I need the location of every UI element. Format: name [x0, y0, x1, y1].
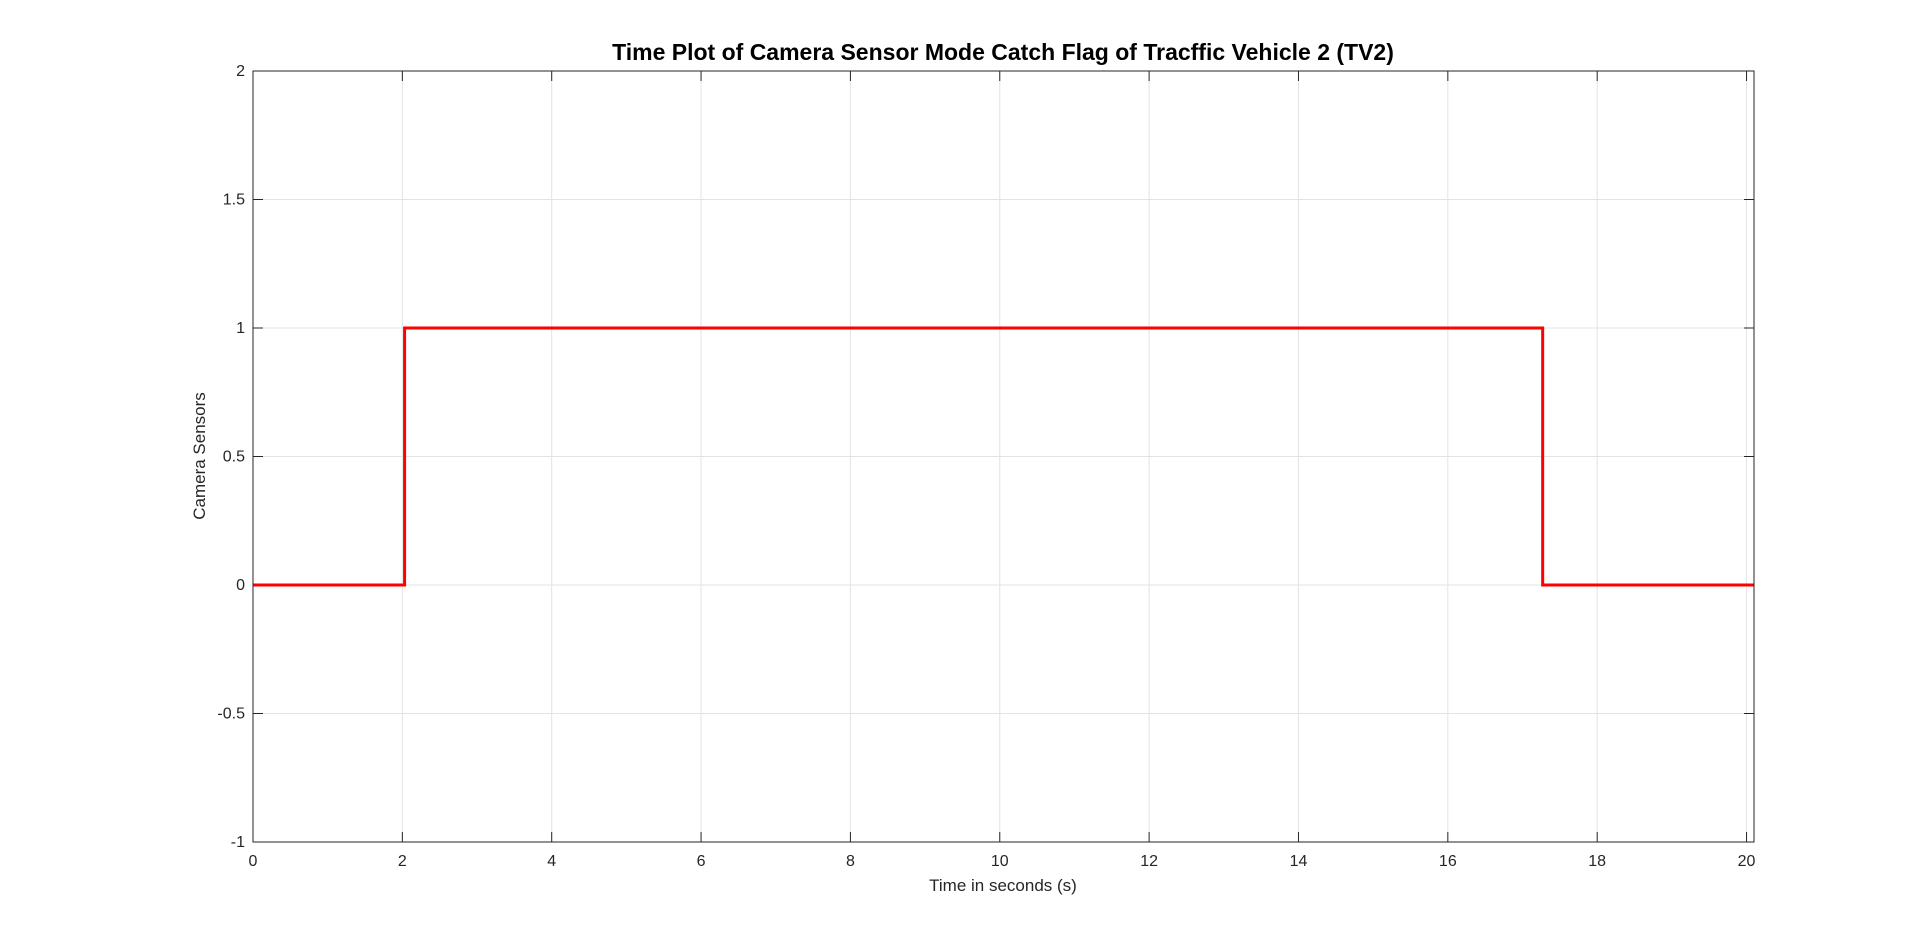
- x-axis-label: Time in seconds (s): [929, 876, 1077, 895]
- x-tick-label: 20: [1738, 853, 1756, 870]
- chart-title: Time Plot of Camera Sensor Mode Catch Fl…: [612, 39, 1394, 65]
- y-tick-label: 2: [236, 63, 245, 80]
- y-tick-label: 1: [236, 320, 245, 337]
- x-tick-label: 10: [991, 853, 1009, 870]
- x-tick-label: 16: [1439, 853, 1457, 870]
- x-tick-label: 18: [1588, 853, 1606, 870]
- series-layer: [253, 326, 1754, 587]
- x-tick-label: 4: [547, 853, 556, 870]
- series-line: [253, 326, 1754, 587]
- x-tick-label: 14: [1290, 853, 1308, 870]
- y-tick-label: 0: [236, 577, 245, 594]
- y-tick-label: -0.5: [217, 706, 245, 723]
- x-tick-labels: 0 2 4 6 8 10 12 14 16 18 20: [249, 853, 1756, 870]
- x-tick-label: 0: [249, 853, 258, 870]
- y-axis-label: Camera Sensors: [190, 392, 209, 520]
- y-tick-label: -1: [231, 834, 245, 851]
- x-tick-label: 12: [1140, 853, 1158, 870]
- x-tick-label: 6: [697, 853, 706, 870]
- y-tick-labels: -1 -0.5 0 0.5 1 1.5 2: [217, 63, 245, 851]
- y-tick-label: 1.5: [223, 192, 245, 209]
- axes-box: [252, 70, 1755, 843]
- x-tick-label: 2: [398, 853, 407, 870]
- x-tick-label: 8: [846, 853, 855, 870]
- y-tick-label: 0.5: [223, 449, 245, 466]
